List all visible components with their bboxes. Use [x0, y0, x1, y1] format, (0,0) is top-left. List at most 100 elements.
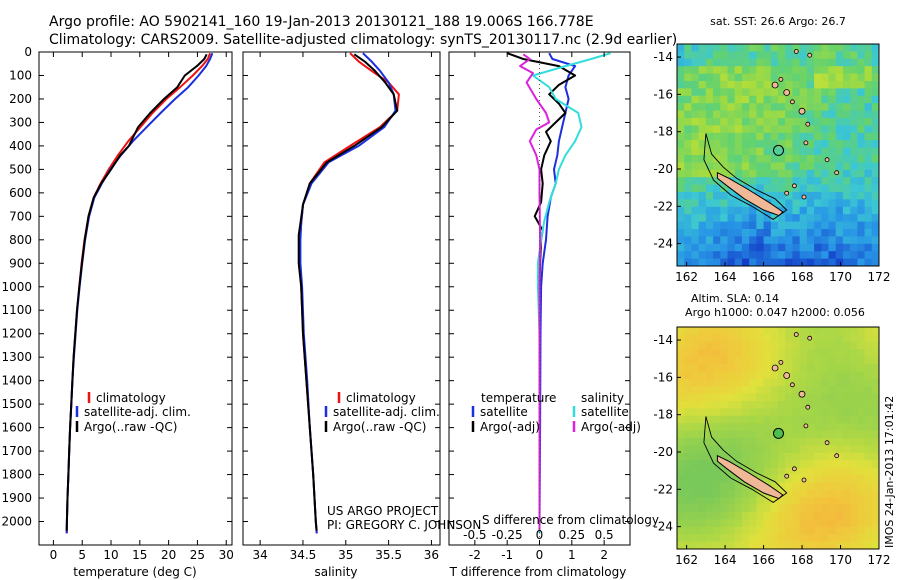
map-cell — [871, 393, 879, 402]
map-cell — [871, 192, 879, 200]
legend-climatology: climatology — [96, 391, 166, 405]
island — [771, 81, 779, 89]
map-cell — [871, 258, 879, 266]
map-cell — [785, 349, 794, 358]
map-cell — [821, 192, 830, 200]
map-cell — [850, 489, 858, 498]
map-cell — [677, 393, 685, 402]
map-cell — [749, 445, 757, 454]
x-tick-label: 25 — [190, 548, 205, 562]
map-cell — [828, 110, 837, 119]
map-cell — [864, 460, 873, 469]
map-cell — [770, 58, 779, 67]
reef-outline — [703, 133, 788, 220]
map-cell — [814, 415, 822, 424]
map-cell — [835, 155, 844, 163]
map-cell — [720, 467, 729, 476]
map-cell — [684, 460, 693, 469]
map-cell — [799, 155, 808, 163]
map-cell — [734, 177, 743, 186]
map-cell — [770, 236, 779, 245]
map-cell — [850, 519, 858, 528]
map-cell — [741, 147, 750, 156]
map-cell — [720, 475, 729, 483]
map-cell — [828, 58, 837, 67]
map-cell — [792, 452, 801, 461]
map-cell — [691, 445, 700, 454]
map-cell — [763, 155, 772, 163]
map-cell — [684, 415, 693, 424]
map-cell — [756, 401, 765, 409]
map-cell — [864, 519, 873, 528]
map-cell — [734, 512, 743, 520]
map-cell — [828, 430, 837, 439]
map-cell — [842, 229, 851, 237]
map-cell — [713, 81, 721, 89]
map-cell — [864, 125, 873, 134]
map-cell — [835, 88, 844, 97]
map-cell — [835, 423, 844, 432]
map-cell — [857, 341, 866, 350]
map-cell — [756, 88, 765, 97]
map-cell — [698, 378, 707, 387]
map-cell — [713, 438, 721, 446]
argo-position-marker — [773, 427, 784, 439]
map-cell — [770, 526, 779, 535]
map-cell — [727, 327, 736, 335]
map-cell — [814, 199, 822, 208]
map-cell — [842, 132, 851, 141]
map-cell — [705, 430, 714, 439]
map-cell — [684, 66, 693, 75]
map-cell — [828, 140, 837, 149]
map-cell — [857, 177, 866, 186]
x-tick-label: 20 — [161, 548, 176, 562]
map-cell — [864, 192, 873, 200]
map-cell — [749, 534, 757, 543]
map-cell — [763, 243, 772, 252]
map-y-tick-label: -22 — [653, 199, 673, 213]
map-cell — [799, 162, 808, 171]
depth-tick-label: 1100 — [1, 303, 32, 317]
map-cell — [698, 140, 707, 149]
map-cell — [756, 58, 765, 67]
map-y-tick-label: -20 — [653, 445, 673, 459]
map-cell — [691, 155, 700, 163]
map-cell — [821, 44, 830, 52]
map-cell — [857, 497, 866, 506]
map-cell — [720, 66, 729, 75]
map-cell — [821, 243, 830, 252]
map-cell — [756, 103, 765, 112]
island — [783, 372, 791, 379]
map-cell — [705, 341, 714, 350]
map-cell — [871, 140, 879, 149]
map-cell — [835, 147, 844, 156]
map-cell — [734, 221, 743, 230]
map-cell — [734, 118, 743, 126]
map-cell — [778, 334, 786, 343]
map-cell — [727, 162, 736, 171]
map-cell — [806, 229, 815, 237]
map-cell — [828, 147, 837, 156]
map-cell — [713, 51, 721, 60]
map-cell — [842, 371, 851, 380]
map-cell — [720, 229, 729, 237]
map-cell — [842, 147, 851, 156]
map-cell — [727, 482, 736, 491]
map-cell — [842, 526, 851, 535]
map-cell — [778, 393, 786, 402]
map-cell — [785, 155, 794, 163]
map-cell — [850, 73, 858, 82]
map-cell — [821, 401, 830, 409]
map-cell — [677, 341, 685, 350]
map-cell — [864, 378, 873, 387]
map-cell — [806, 58, 815, 67]
map-cell — [842, 541, 851, 549]
map-cell — [720, 206, 729, 215]
map-cell — [828, 534, 837, 543]
map-x-tick-label: 162 — [675, 270, 698, 284]
map-cell — [857, 140, 866, 149]
map-cell — [785, 103, 794, 112]
header-line-2: Climatology: CARS2009. Satellite-adjuste… — [49, 32, 677, 48]
map-cell — [691, 467, 700, 476]
x-tick-label: 0 — [50, 548, 58, 562]
